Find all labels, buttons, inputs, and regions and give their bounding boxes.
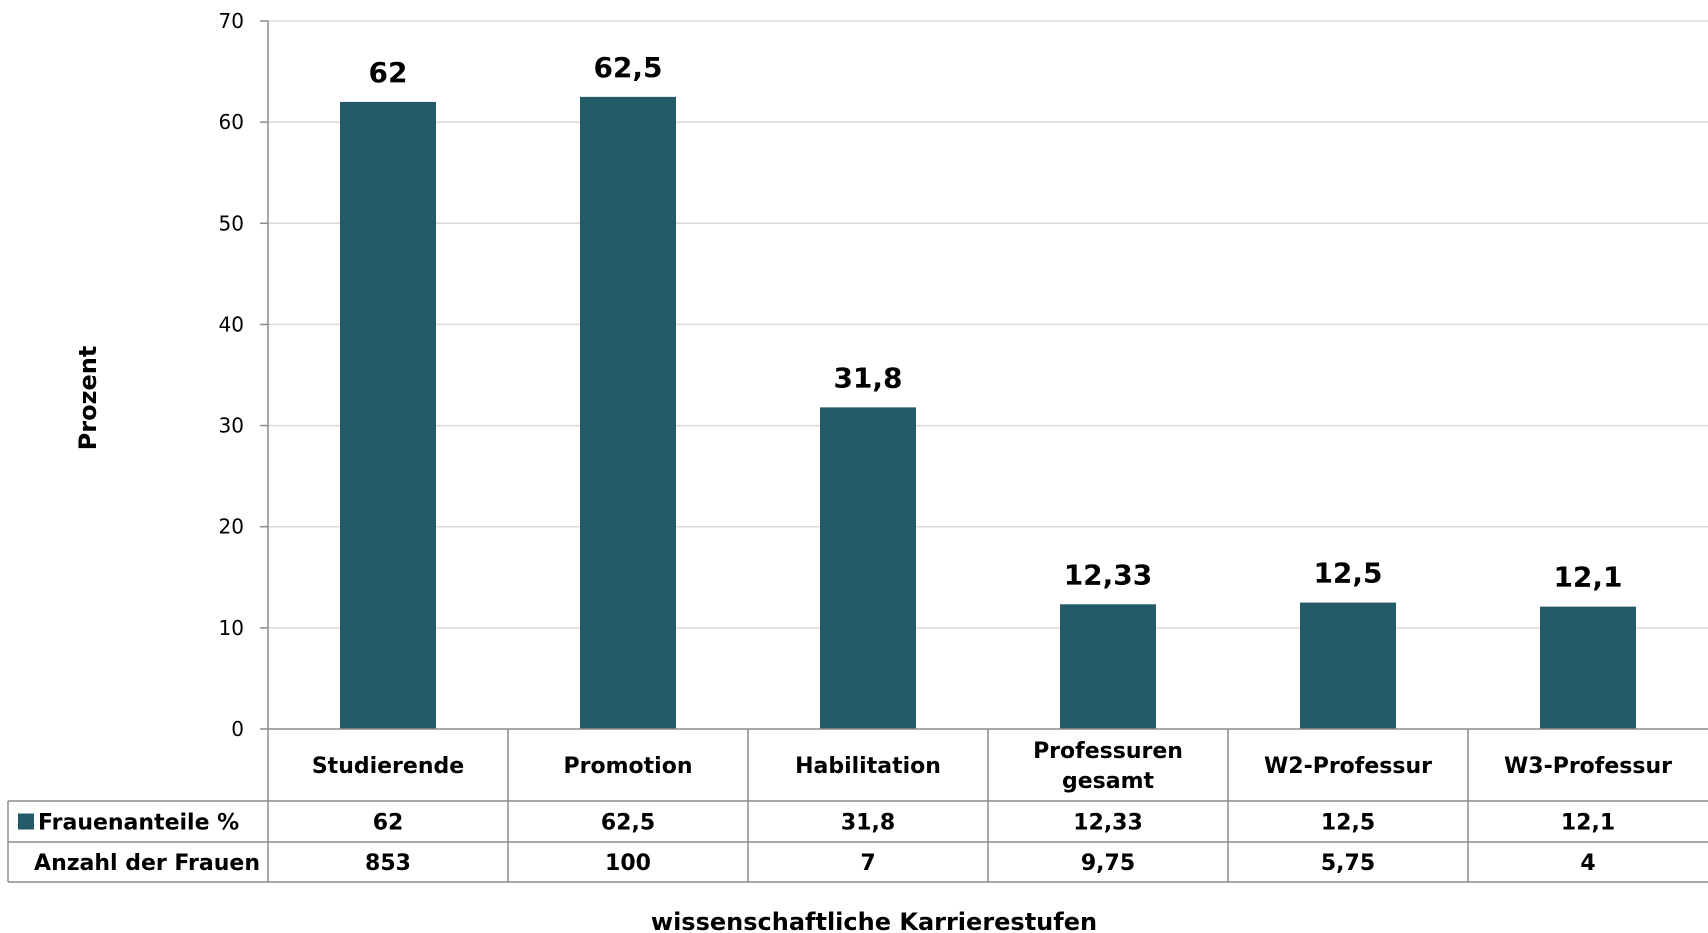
table-cell: 4 xyxy=(1580,851,1595,876)
y-tick-label: 70 xyxy=(219,9,244,33)
y-tick-label: 0 xyxy=(231,717,244,741)
category-label: Promotion xyxy=(564,754,693,779)
bar xyxy=(1060,604,1156,729)
data-label: 12,5 xyxy=(1313,557,1382,590)
table-cell: 5,75 xyxy=(1321,851,1375,876)
table-cell: 62 xyxy=(373,811,404,836)
data-label: 31,8 xyxy=(833,361,902,394)
row-label: Anzahl der Frauen xyxy=(34,851,260,876)
data-label: 12,1 xyxy=(1553,561,1622,594)
table-cell: 7 xyxy=(860,851,875,876)
category-label: Habilitation xyxy=(795,754,941,779)
category-label-line: gesamt xyxy=(1062,769,1155,794)
table-cell: 853 xyxy=(365,851,411,876)
bars xyxy=(340,96,1636,730)
bar xyxy=(1540,606,1636,729)
table-cell: 12,5 xyxy=(1321,811,1375,836)
bar xyxy=(1300,602,1396,729)
y-tick-label: 30 xyxy=(219,414,244,438)
table-cell: 12,33 xyxy=(1073,811,1143,836)
data-labels: 62 62,5 31,8 12,33 12,5 12,1 xyxy=(369,51,1623,594)
y-axis-title: Prozent xyxy=(74,346,102,451)
x-axis-title: wissenschaftliche Karrierestufen xyxy=(651,908,1097,933)
data-table: Studierende Promotion Habilitation Professu… xyxy=(7,728,1708,883)
table-cell: 9,75 xyxy=(1081,851,1135,876)
category-label: Professuren gesamt xyxy=(1033,739,1183,794)
category-label: Studierende xyxy=(312,754,464,779)
data-label: 12,33 xyxy=(1064,558,1153,591)
y-axis: 0 10 20 30 40 50 60 70 xyxy=(219,9,269,741)
table-cell: 62,5 xyxy=(601,811,655,836)
bar xyxy=(580,96,676,730)
data-label: 62,5 xyxy=(593,51,662,84)
y-tick-label: 10 xyxy=(219,616,244,640)
bar xyxy=(820,407,916,729)
category-label: W2-Professur xyxy=(1264,754,1432,779)
y-tick-label: 60 xyxy=(219,110,244,134)
y-tick-label: 50 xyxy=(219,211,244,235)
table-cell: 12,1 xyxy=(1561,811,1615,836)
y-tick-label: 40 xyxy=(219,312,244,336)
table-cell: 100 xyxy=(605,851,651,876)
data-label: 62 xyxy=(369,56,408,89)
category-label-line: Professuren xyxy=(1033,739,1183,764)
gridlines xyxy=(268,20,1708,629)
bar xyxy=(340,101,436,729)
row-label: Frauenanteile % xyxy=(38,811,239,836)
table-cell: 31,8 xyxy=(841,811,895,836)
category-label: W3-Professur xyxy=(1504,754,1672,779)
y-tick-label: 20 xyxy=(219,515,244,539)
legend-key xyxy=(18,813,34,830)
